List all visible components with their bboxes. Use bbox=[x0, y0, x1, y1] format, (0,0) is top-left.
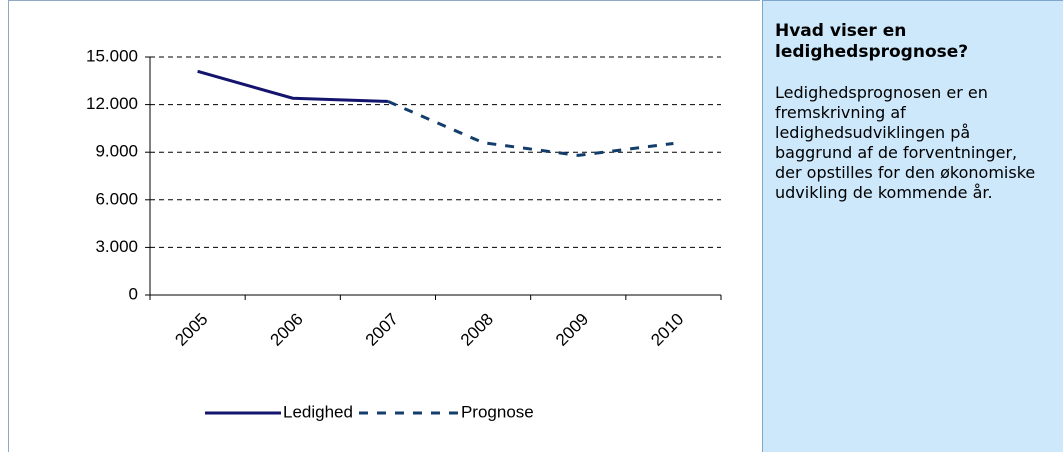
legend-label: Ledighed bbox=[283, 402, 353, 421]
y-tick-label: 0 bbox=[129, 284, 138, 303]
panel-text: Ledighedsprognosen er en fremskrivning a… bbox=[775, 83, 1036, 202]
x-tick-label: 2007 bbox=[362, 310, 402, 350]
y-tick-label: 6.000 bbox=[95, 189, 138, 208]
info-panel: Hvad viser en ledighedsprognose? Ledighe… bbox=[762, 0, 1063, 452]
series-line bbox=[197, 69, 388, 103]
panel-title: Hvad viser en ledighedsprognose? bbox=[775, 21, 969, 62]
series-line bbox=[387, 100, 674, 157]
y-tick-label: 12.000 bbox=[86, 94, 138, 113]
y-tick-label: 3.000 bbox=[95, 237, 138, 256]
chart: 0 3.000 6.000 9.000 12.000 15.000 2005 2006 2007… bbox=[86, 46, 722, 421]
chart-frame bbox=[8, 0, 760, 452]
legend-label: Prognose bbox=[461, 402, 534, 421]
y-tick-label: 15.000 bbox=[86, 46, 138, 65]
x-tick-label: 2005 bbox=[171, 310, 211, 350]
x-tick-label: 2010 bbox=[647, 310, 687, 350]
x-tick-label: 2009 bbox=[552, 310, 592, 350]
x-tick-label: 2008 bbox=[457, 310, 497, 350]
y-tick-label: 9.000 bbox=[95, 142, 138, 161]
x-tick-label: 2006 bbox=[267, 310, 307, 350]
